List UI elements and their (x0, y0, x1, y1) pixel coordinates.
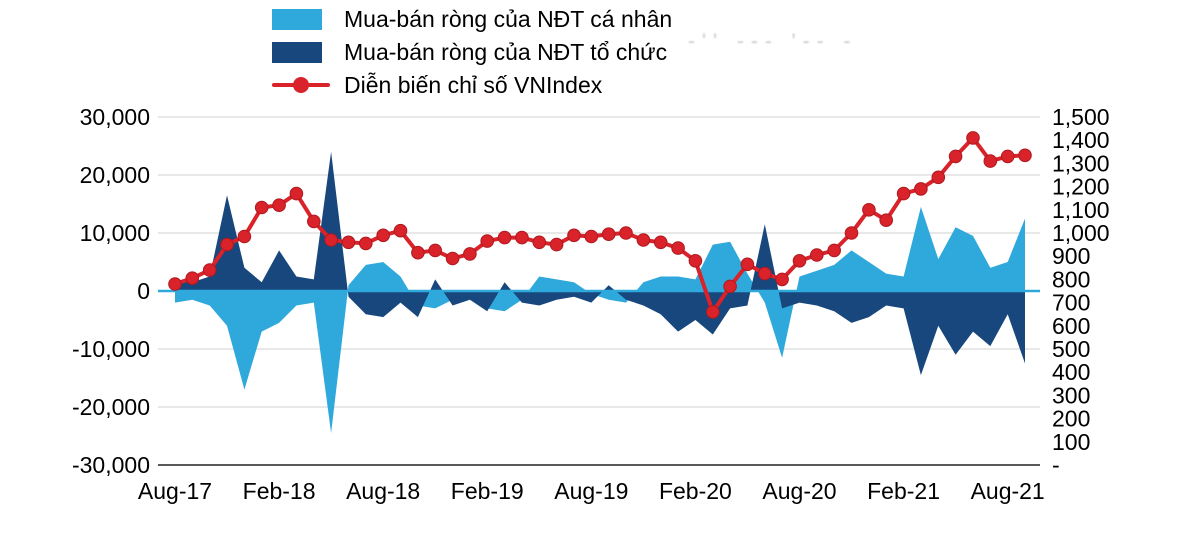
vnindex-marker (879, 213, 894, 227)
vnindex-marker (307, 214, 321, 229)
vnindex-marker (601, 227, 616, 241)
vnindex-marker (758, 266, 772, 281)
right-axis-tick-label: 900 (1052, 243, 1090, 269)
vnindex-marker (185, 271, 200, 286)
vnindex-marker (948, 149, 963, 164)
vnindex-marker (376, 228, 391, 243)
vnindex-marker (463, 247, 477, 261)
right-axis-tick-label: 500 (1052, 336, 1090, 362)
right-axis-tick-label: 1,200 (1052, 174, 1110, 200)
vnindex-marker (1000, 149, 1015, 164)
vnindex-marker (810, 248, 824, 262)
vnindex-marker (549, 237, 564, 252)
right-axis-tick-label: 1,300 (1052, 150, 1110, 176)
left-axis-tick-label: -10,000 (72, 336, 150, 362)
area-series-institutional (175, 151, 1025, 376)
vnindex-marker (393, 223, 408, 238)
x-axis-tick-label: Aug-20 (762, 478, 836, 504)
vnindex-marker (480, 234, 495, 248)
vnindex-marker (723, 279, 737, 294)
vnindex-marker (567, 228, 581, 243)
chart-legend: Mua-bán ròng của NĐT cá nhân Mua-bán ròn… (272, 5, 673, 107)
area-series-individual (175, 206, 1025, 434)
left-axis-tick-label: -30,000 (72, 452, 150, 478)
right-axis-tick-label: 700 (1052, 290, 1090, 316)
x-axis-tick-label: Aug-17 (138, 478, 212, 504)
left-axis-tick-label: 0 (137, 278, 150, 304)
vnindex-marker (532, 235, 547, 250)
right-axis-tick-label: 800 (1052, 266, 1090, 292)
vnindex-marker (411, 245, 425, 260)
right-axis-tick-label: 300 (1052, 382, 1090, 408)
vnindex-marker (931, 170, 946, 185)
vnindex-marker (202, 263, 217, 277)
legend-label-vnindex: Diễn biến chỉ số VNIndex (344, 71, 603, 98)
left-axis-tick-label: -20,000 (72, 394, 150, 420)
left-axis-tick-label: 10,000 (80, 220, 150, 246)
vnindex-marker (844, 226, 859, 240)
vnindex-marker (775, 272, 789, 287)
vnindex-marker (688, 253, 703, 268)
vnindex-marker (237, 229, 252, 244)
legend-item-individual: Mua-bán ròng của NĐT cá nhân (272, 5, 673, 32)
right-axis-tick-label: 1,500 (1052, 104, 1110, 130)
x-axis-tick-label: Feb-21 (867, 478, 940, 504)
right-axis-tick-label: - (1052, 452, 1060, 478)
vnindex-marker (324, 233, 338, 247)
right-axis-tick-label: 200 (1052, 406, 1090, 432)
vnindex-marker (740, 257, 755, 272)
x-axis-tick-label: Aug-21 (971, 478, 1045, 504)
x-axis-tick-label: Aug-18 (346, 478, 420, 504)
right-axis-tick-label: 600 (1052, 313, 1090, 339)
vnindex-marker (254, 200, 269, 215)
vnindex-marker (1018, 148, 1032, 163)
legend-item-vnindex: Diễn biến chỉ số VNIndex (272, 71, 672, 98)
vnindex-marker (445, 251, 460, 266)
vnindex-marker (515, 230, 529, 245)
vnindex-marker (827, 243, 842, 258)
right-axis-tick-label: 1,000 (1052, 220, 1110, 246)
vnindex-marker (220, 237, 234, 252)
watermark-smudge: -'' --- '-- - (688, 30, 858, 53)
x-axis-tick-label: Feb-18 (243, 478, 316, 504)
vnindex-marker (428, 243, 443, 258)
vnindex-marker (341, 235, 356, 250)
vnindex-marker (497, 230, 512, 245)
vnindex-marker (792, 253, 807, 268)
x-axis-tick-label: Aug-19 (554, 478, 628, 504)
vnindex-marker (289, 186, 304, 201)
legend-item-institutional: Mua-bán ròng của NĐT tổ chức (272, 38, 672, 65)
vnindex-marker (706, 305, 720, 319)
vnindex-marker (914, 182, 928, 196)
x-axis-tick-label: Feb-19 (451, 478, 524, 504)
left-axis-tick-label: 30,000 (80, 104, 150, 130)
vnindex-marker (636, 233, 651, 247)
right-axis-tick-label: 1,400 (1052, 127, 1110, 153)
legend-swatch-institutional-icon (272, 41, 322, 63)
legend-swatch-individual-icon (272, 8, 322, 30)
right-axis-tick-label: 100 (1052, 429, 1090, 455)
vnindex-marker (653, 235, 668, 250)
left-axis-tick-label: 20,000 (80, 162, 150, 188)
vnindex-marker (862, 203, 876, 217)
vnindex-marker (671, 241, 685, 255)
x-axis-tick-label: Feb-20 (659, 478, 732, 504)
legend-line-marker-icon (272, 74, 330, 96)
vnindex-marker (272, 198, 286, 212)
vnindex-marker (619, 226, 633, 240)
vnindex-marker (359, 236, 373, 251)
right-axis-tick-label: 400 (1052, 359, 1090, 385)
vnindex-marker (168, 277, 182, 291)
right-axis-tick-label: 1,100 (1052, 197, 1110, 223)
vnindex-marker (896, 186, 911, 201)
vnindex-marker (983, 154, 998, 168)
legend-label-individual: Mua-bán ròng của NĐT cá nhân (344, 5, 673, 32)
vnindex-marker (584, 229, 599, 244)
legend-label-institutional: Mua-bán ròng của NĐT tổ chức (344, 38, 668, 65)
vnindex-marker (966, 131, 980, 145)
legend-line-dot (293, 77, 309, 93)
